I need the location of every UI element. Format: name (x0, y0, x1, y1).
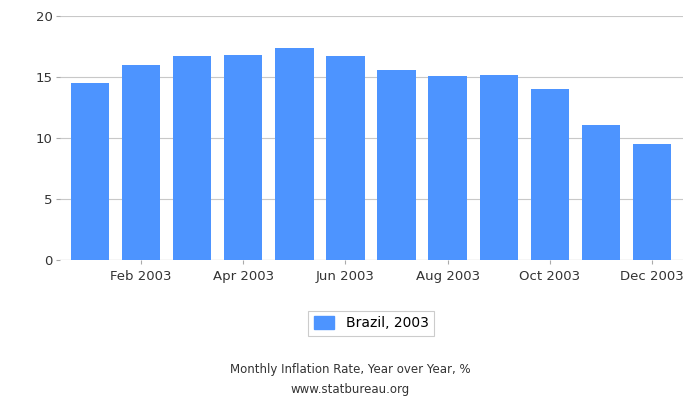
Bar (122, 65, 160, 260)
Bar (582, 124, 620, 260)
Bar (633, 144, 671, 260)
Bar (428, 76, 467, 260)
Bar (326, 56, 365, 260)
Bar (480, 74, 518, 260)
Bar (224, 55, 262, 260)
Bar (173, 56, 211, 260)
Legend: Brazil, 2003: Brazil, 2003 (308, 311, 434, 336)
Bar (71, 83, 109, 260)
Text: www.statbureau.org: www.statbureau.org (290, 384, 410, 396)
Text: Monthly Inflation Rate, Year over Year, %: Monthly Inflation Rate, Year over Year, … (230, 364, 470, 376)
Bar (377, 70, 416, 260)
Bar (275, 48, 314, 260)
Bar (531, 89, 569, 260)
